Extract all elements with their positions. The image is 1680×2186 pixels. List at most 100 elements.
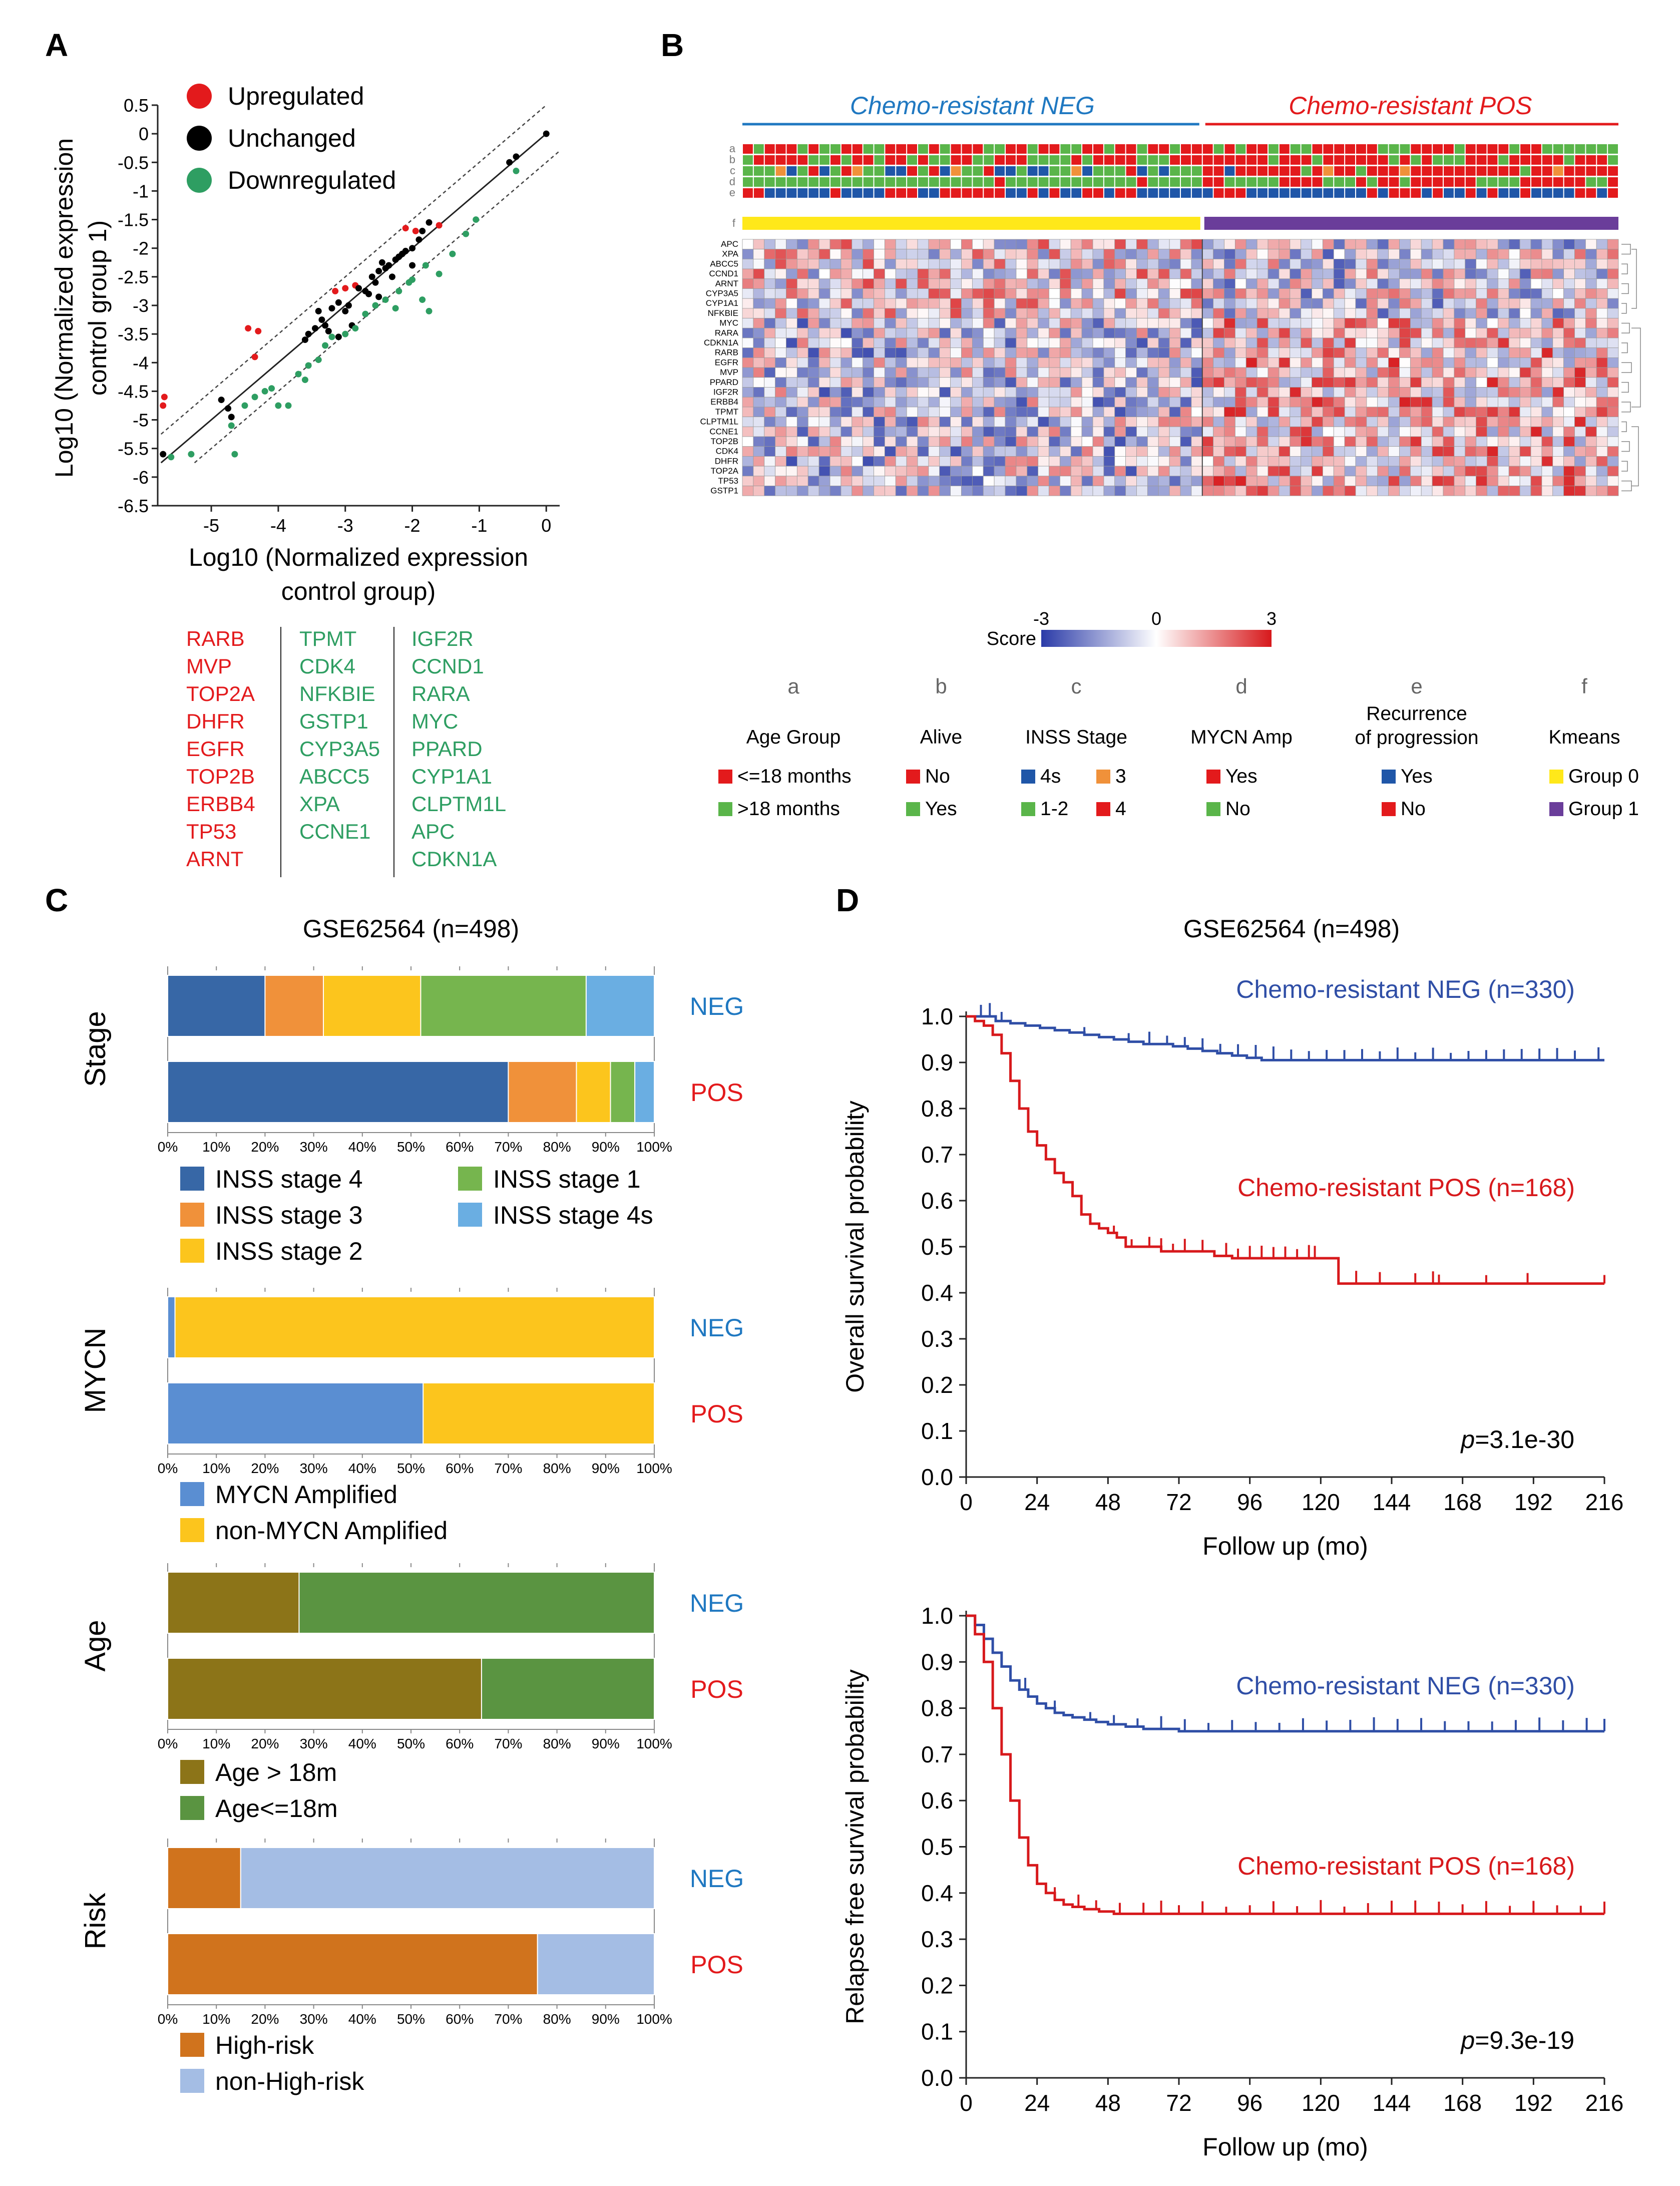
heat-cell	[1552, 268, 1564, 279]
heat-cell	[1005, 436, 1017, 447]
heat-cell	[972, 357, 984, 368]
annotation-cell	[1509, 144, 1520, 154]
heat-cell	[1377, 397, 1389, 408]
heat-cell	[1202, 249, 1214, 259]
heat-cell	[1245, 436, 1257, 447]
heat-cell	[1268, 347, 1280, 358]
bar-segment	[167, 1933, 538, 1995]
annotation-cell	[1422, 188, 1432, 198]
heat-cell	[1268, 327, 1280, 338]
heat-cell	[1092, 318, 1104, 328]
heat-cell	[852, 268, 864, 279]
heat-cell	[1290, 288, 1302, 299]
heat-cell	[1497, 476, 1509, 486]
legend-item-label: 4s	[1040, 766, 1061, 787]
annotation-cell	[786, 155, 797, 165]
legend-item-label: No	[1401, 798, 1426, 820]
heat-cell	[1245, 357, 1257, 368]
heat-cell	[917, 476, 929, 486]
scatter-point	[168, 454, 175, 461]
bar-group-label: Risk	[79, 1893, 112, 1950]
heat-cell	[1092, 407, 1104, 418]
heat-cell	[1027, 476, 1039, 486]
heat-cell	[1344, 347, 1356, 358]
heat-cell	[1147, 456, 1159, 467]
heat-cell	[1213, 476, 1224, 486]
y-tick-label: -6	[133, 467, 149, 488]
heat-cell	[1125, 239, 1137, 250]
heat-cell	[950, 377, 962, 388]
scatter-point	[328, 305, 335, 312]
annotation-cell	[1082, 166, 1092, 176]
km-x-tick-label: 120	[1302, 2090, 1340, 2116]
heat-cell	[1213, 308, 1224, 319]
annotation-cell	[1279, 155, 1290, 165]
heat-cell	[1355, 397, 1367, 408]
heat-cell	[1454, 407, 1466, 418]
annotation-cell	[1575, 177, 1585, 187]
gene-name: CDKN1A	[411, 847, 497, 871]
heat-cell	[1202, 318, 1214, 328]
heat-cell	[742, 387, 754, 398]
heat-cell	[1081, 327, 1093, 338]
row-label: ERBB4	[710, 397, 738, 407]
heat-cell	[1147, 486, 1159, 496]
heat-cell	[818, 347, 830, 358]
heat-cell	[884, 466, 896, 477]
heat-cell	[874, 407, 885, 418]
heat-cell	[1268, 466, 1280, 477]
heat-cell	[884, 456, 896, 467]
color-scale-tick: 3	[1267, 608, 1277, 629]
heat-cell	[906, 387, 918, 398]
heat-cell	[1092, 377, 1104, 388]
heat-cell	[972, 456, 984, 467]
heat-cell	[1432, 466, 1444, 477]
bar-legend-label: non-High-risk	[215, 2067, 364, 2095]
heat-cell	[1322, 308, 1334, 319]
heat-cell	[1290, 367, 1302, 378]
bar-legend-label: INSS stage 3	[215, 1201, 363, 1229]
heat-cell	[1125, 259, 1137, 269]
annotation-cell	[1312, 144, 1323, 154]
heat-cell	[1027, 456, 1039, 467]
gene-name: EGFR	[186, 737, 245, 761]
heat-cell	[1487, 436, 1498, 447]
heat-cell	[1070, 259, 1082, 269]
heat-cell	[1574, 298, 1586, 309]
heat-cell	[1563, 397, 1575, 408]
heat-cell	[775, 259, 786, 269]
bar-tick-label: 0%	[158, 1736, 178, 1751]
heat-cell	[1530, 476, 1542, 486]
heat-cell	[1355, 417, 1367, 427]
bar-tick-label: 20%	[251, 1461, 279, 1476]
heat-cell	[1279, 268, 1291, 279]
heat-cell	[1191, 486, 1203, 496]
heat-cell	[972, 239, 984, 250]
heat-cell	[1279, 476, 1291, 486]
annotation-cell	[797, 144, 808, 154]
heat-cell	[1519, 327, 1531, 338]
heat-cell	[1322, 337, 1334, 348]
heat-cell	[1530, 347, 1542, 358]
heat-cell	[1256, 456, 1269, 467]
heat-cell	[1180, 476, 1192, 486]
heat-cell	[1530, 298, 1542, 309]
heat-cell	[961, 446, 973, 457]
heat-cell	[863, 436, 874, 447]
km-y-tick-label: 0.3	[921, 1326, 953, 1352]
row-label: ABCC5	[710, 259, 738, 268]
annotation-cell	[743, 188, 753, 198]
heat-cell	[972, 377, 984, 388]
heat-cell	[1213, 417, 1224, 427]
heat-cell	[1180, 298, 1192, 309]
bar-tick-label: 30%	[300, 1736, 328, 1751]
legend-item-label: Yes	[1225, 766, 1257, 787]
heat-cell	[1224, 486, 1235, 496]
heat-cell	[1399, 446, 1411, 457]
heat-cell	[1563, 298, 1575, 309]
heat-cell	[1125, 347, 1137, 358]
heat-cell	[1027, 318, 1039, 328]
heat-cell	[1399, 466, 1411, 477]
heat-cell	[1312, 288, 1323, 299]
heat-cell	[1421, 436, 1433, 447]
